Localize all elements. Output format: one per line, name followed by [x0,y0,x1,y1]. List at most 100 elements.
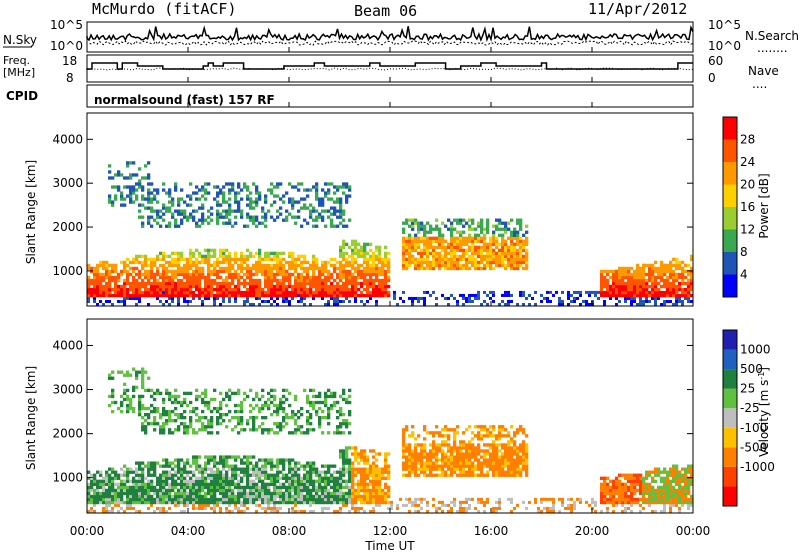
heatmap-cell [297,479,301,483]
heatmap-cell [288,464,292,468]
heatmap-cell [339,470,343,474]
heatmap-cell [429,455,433,459]
heatmap-cell [648,290,652,295]
heatmap-cell [213,251,217,256]
heatmap-cell [294,284,298,289]
heatmap-cell [264,266,268,271]
heatmap-cell [342,281,346,286]
heatmap-cell [372,284,376,289]
heatmap-cell [339,425,343,429]
heatmap-cell [477,473,481,477]
heatmap-cell [441,458,445,462]
heatmap-cell [408,242,412,246]
heatmap-cell [363,458,367,462]
heatmap-cell [174,428,178,432]
heatmap-cell [177,299,180,303]
heatmap-cell [345,281,349,286]
heatmap-cell [222,500,226,505]
heatmap-cell [321,269,325,274]
heatmap-cell [408,458,412,462]
heatmap-cell [279,485,283,490]
heatmap-cell [372,479,376,483]
heatmap-cell [249,293,253,298]
heatmap-cell [435,254,439,259]
heatmap-cell [486,251,490,256]
heatmap-cell [357,497,361,502]
heatmap-cell [240,212,244,216]
heatmap-cell [255,491,259,496]
heatmap-cell [342,419,346,423]
heatmap-cell [318,212,322,216]
heatmap-cell [255,473,259,477]
heatmap-cell [402,446,406,450]
heatmap-cell [177,482,181,487]
heatmap-cell [639,269,643,274]
heatmap-cell [372,476,376,480]
heatmap-cell [618,284,622,289]
heatmap-cell [516,239,520,243]
heatmap-cell [282,290,286,295]
heatmap-cell [498,242,502,246]
heatmap-cell [270,388,274,393]
heatmap-cell [417,296,420,300]
heatmap-cell [291,200,295,204]
heatmap-cell [285,209,289,213]
heatmap-cell [285,485,289,490]
heatmap-cell [384,464,388,468]
heatmap-cell [300,476,304,480]
heatmap-cell [369,449,373,453]
heatmap-cell [105,497,109,502]
heatmap-cell [162,485,166,490]
heatmap-cell [219,485,223,490]
heatmap-cell [423,242,427,246]
heatmap-cell [135,479,139,483]
heatmap-cell [510,293,513,297]
heatmap-cell [138,491,142,496]
heatmap-cell [132,367,136,371]
heatmap-cell [246,470,250,474]
heatmap-cell [348,491,352,496]
heatmap-cell [306,278,310,283]
heatmap-cell [108,479,112,483]
heatmap-cell [183,209,187,213]
heatmap-cell [339,488,343,493]
heatmap-cell [291,458,295,462]
heatmap-cell [111,275,115,280]
heatmap-cell [450,236,454,240]
heatmap-cell [207,296,210,300]
heatmap-cell [231,416,235,420]
heatmap-cell [225,212,229,216]
heatmap-cell [141,485,145,490]
heatmap-cell [210,281,214,286]
heatmap-cell [162,284,166,289]
heatmap-cell [177,293,181,298]
heatmap-cell [474,245,478,250]
heatmap-cell [210,476,214,480]
heatmap-cell [117,509,120,513]
heatmap-cell [267,503,270,507]
heatmap-cell [282,251,286,256]
heatmap-cell [156,290,160,295]
heatmap-cell [471,245,475,250]
heatmap-cell [348,388,352,393]
heatmap-cell [117,284,121,289]
heatmap-cell [156,296,159,300]
heatmap-cell [237,467,241,471]
heatmap-cell [309,263,313,268]
heatmap-cell [450,263,454,268]
heatmap-cell [408,233,412,237]
heatmap-cell [354,257,358,262]
heatmap-cell [147,388,151,393]
heatmap-cell [261,257,265,262]
heatmap-cell [150,394,154,399]
heatmap-cell [606,284,610,289]
heatmap-cell [492,224,496,228]
heatmap-cell [219,470,223,474]
heatmap-cell [375,470,379,474]
heatmap-cell [633,299,636,303]
heatmap-cell [288,391,292,396]
heatmap-cell [474,239,478,243]
heatmap-cell [369,269,373,274]
heatmap-cell [282,287,286,292]
heatmap-cell [339,494,343,499]
